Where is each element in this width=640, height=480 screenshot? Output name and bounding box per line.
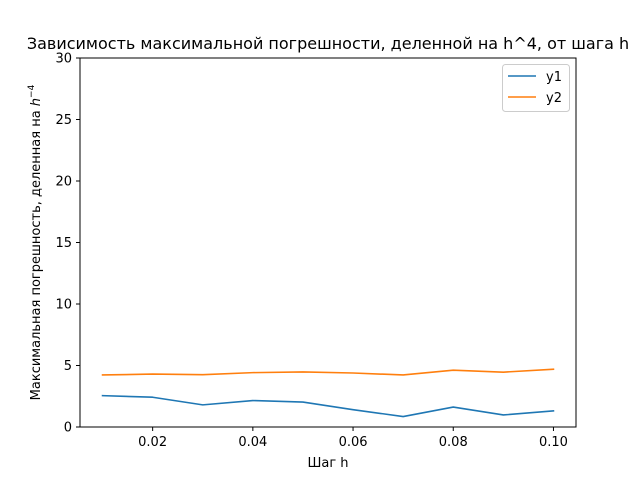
y-tick-label: 5: [64, 359, 72, 374]
y-tick-label: 25: [55, 113, 72, 128]
y-tick-label: 0: [64, 421, 72, 436]
x-tick-label: 0.08: [439, 435, 468, 450]
y-tick-label: 30: [55, 52, 72, 67]
y-axis-label-h: h: [29, 98, 44, 106]
x-tick-label: 0.06: [339, 435, 368, 450]
y-axis-label: Максимальная погрешность, деленная на h−…: [27, 84, 44, 400]
y-axis-ticks: 0 5 10 15 20 25 30: [55, 52, 80, 436]
y-tick-label: 15: [55, 236, 72, 251]
legend-label-y2: y2: [546, 91, 562, 106]
x-tick-label: 0.04: [238, 435, 267, 450]
series-line-y2: [101, 368, 555, 376]
y-axis-label-exponent: −4: [27, 84, 37, 98]
x-tick-label: 0.10: [539, 435, 568, 450]
series-lines: [101, 368, 555, 418]
y-tick-label: 20: [55, 175, 72, 190]
x-axis-ticks: 0.02 0.04 0.06 0.08 0.10: [138, 427, 568, 450]
legend: y1 y2: [502, 64, 570, 112]
y-tick-label: 10: [55, 298, 72, 313]
chart-title: Зависимость максимальной погрешности, де…: [27, 34, 629, 53]
y-axis-label-text: Максимальная погрешность, деленная на: [29, 106, 44, 400]
series-line-y1: [101, 394, 555, 418]
legend-label-y1: y1: [546, 70, 562, 85]
x-axis-label: Шаг h: [307, 456, 348, 471]
x-tick-label: 0.02: [138, 435, 167, 450]
